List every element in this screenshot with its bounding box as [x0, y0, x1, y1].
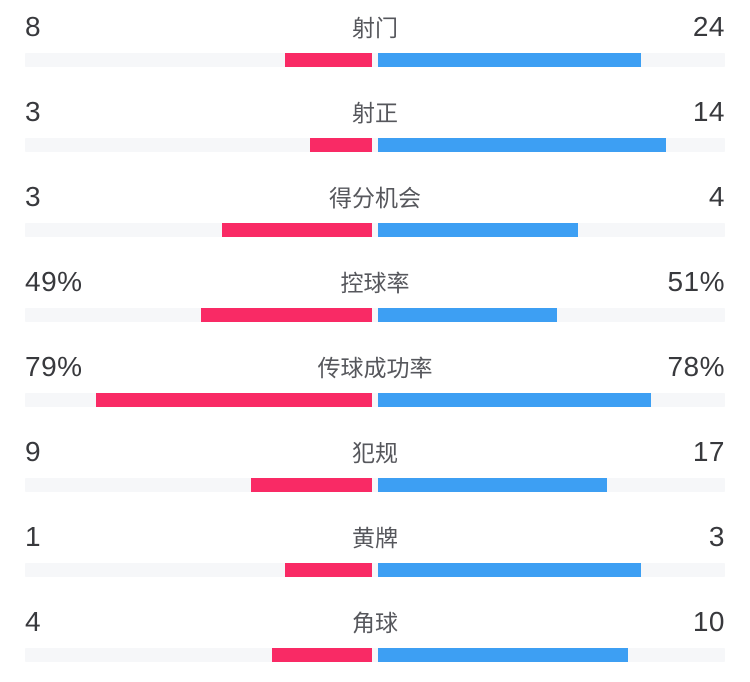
stat-row: 1 黄牌 3: [0, 510, 750, 595]
home-team-value: 49%: [25, 266, 83, 297]
stat-label: 犯规: [352, 440, 398, 466]
home-team-bar: [284, 53, 372, 67]
stat-bar-track: [25, 563, 725, 577]
stat-label: 射正: [352, 100, 398, 126]
away-team-value: 78%: [667, 351, 725, 382]
away-team-value: 4: [708, 181, 725, 212]
stat-bar-track: [25, 53, 725, 67]
stat-row-header: 79% 传球成功率 78%: [25, 340, 725, 384]
stat-label: 控球率: [340, 270, 410, 296]
away-team-bar: [378, 308, 557, 322]
stat-bar-track: [25, 648, 725, 662]
away-team-bar: [378, 393, 651, 407]
stat-row: 79% 传球成功率 78%: [0, 340, 750, 425]
stat-label: 角球: [352, 610, 398, 636]
stat-row-header: 3 得分机会 4: [25, 170, 725, 214]
stat-row: 4 角球 10: [0, 595, 750, 680]
stat-label: 黄牌: [352, 525, 398, 551]
stat-label: 传球成功率: [317, 355, 433, 381]
away-team-value: 17: [692, 436, 725, 467]
away-team-value: 14: [692, 96, 725, 127]
home-team-value: 4: [25, 606, 42, 637]
stat-bar-track: [25, 138, 725, 152]
home-team-bar: [250, 478, 372, 492]
stat-label: 射门: [352, 15, 398, 41]
away-team-bar: [378, 563, 641, 577]
stat-row-header: 1 黄牌 3: [25, 510, 725, 554]
away-team-bar: [378, 138, 667, 152]
stat-row-header: 3 射正 14: [25, 85, 725, 129]
away-team-bar: [378, 648, 628, 662]
home-team-value: 1: [25, 521, 42, 552]
home-team-bar: [272, 648, 372, 662]
stat-row: 8 射门 24: [0, 0, 750, 85]
stat-label: 得分机会: [329, 185, 421, 211]
stat-bar-track: [25, 478, 725, 492]
home-team-value: 3: [25, 181, 42, 212]
stat-bar-track: [25, 223, 725, 237]
stat-bar-track: [25, 308, 725, 322]
stat-row-header: 49% 控球率 51%: [25, 255, 725, 299]
home-team-bar: [95, 393, 372, 407]
stat-row-header: 9 犯规 17: [25, 425, 725, 469]
stat-row: 3 射正 14: [0, 85, 750, 170]
home-team-bar: [284, 563, 372, 577]
home-team-value: 9: [25, 436, 42, 467]
stat-bar-track: [25, 393, 725, 407]
stat-row: 49% 控球率 51%: [0, 255, 750, 340]
stat-row-header: 8 射门 24: [25, 0, 725, 44]
home-team-bar: [200, 308, 372, 322]
home-team-bar: [310, 138, 372, 152]
home-team-value: 8: [25, 11, 42, 42]
away-team-value: 51%: [667, 266, 725, 297]
stat-row: 9 犯规 17: [0, 425, 750, 510]
away-team-value: 3: [708, 521, 725, 552]
home-team-value: 3: [25, 96, 42, 127]
away-team-bar: [378, 53, 641, 67]
home-team-value: 79%: [25, 351, 83, 382]
away-team-bar: [378, 223, 578, 237]
stat-row: 3 得分机会 4: [0, 170, 750, 255]
stat-row-header: 4 角球 10: [25, 595, 725, 639]
away-team-bar: [378, 478, 607, 492]
away-team-value: 10: [692, 606, 725, 637]
away-team-value: 24: [692, 11, 725, 42]
home-team-bar: [222, 223, 372, 237]
